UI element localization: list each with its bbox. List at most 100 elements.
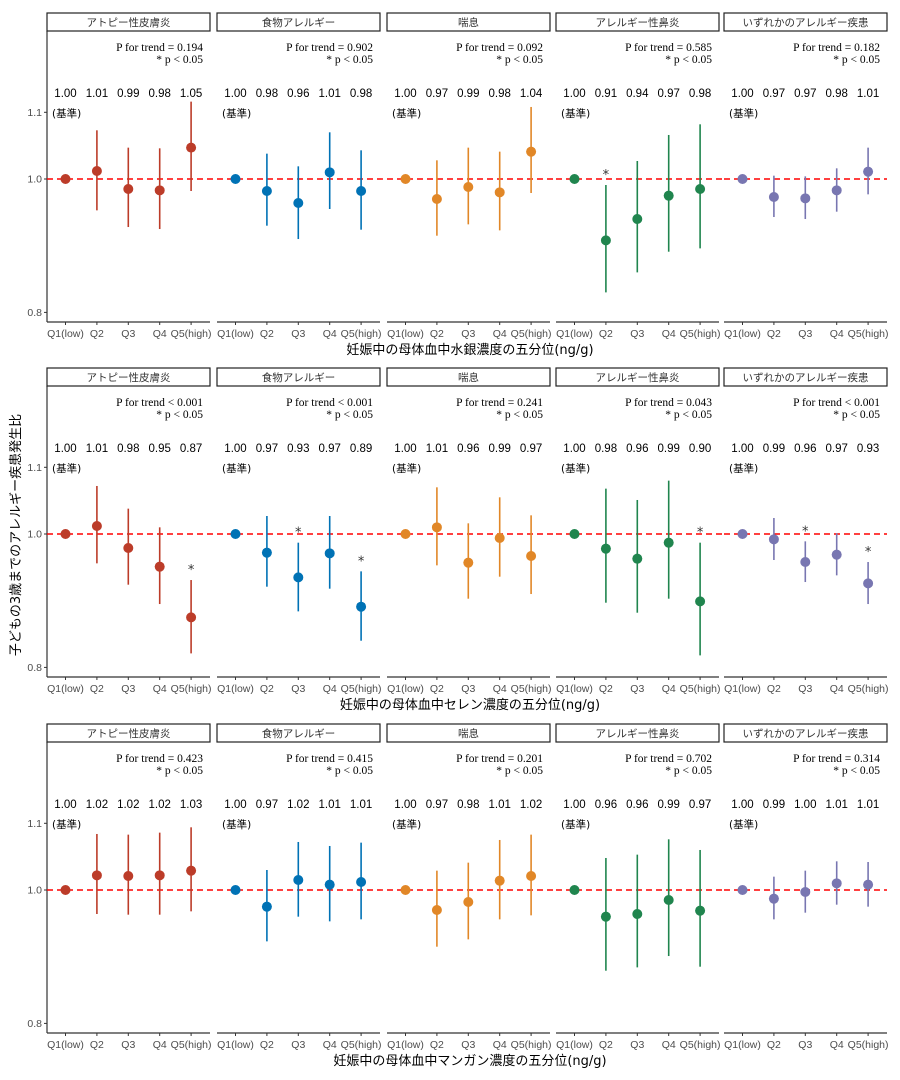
panel-2-5: いずれかのアレルギー疾患 P for trend < 0.001* p < 0.0… [723, 367, 889, 695]
x-tick-label: Q2 [260, 683, 274, 695]
estimate-point [800, 557, 811, 568]
x-tick-label: Q4 [323, 683, 337, 695]
x-tick-label: Q5(high) [848, 328, 889, 340]
x-tick-label: Q1(low) [724, 328, 761, 340]
x-tick-label: Q4 [662, 683, 676, 695]
x-tick-label: Q5(high) [341, 328, 382, 340]
estimate-point [123, 870, 134, 881]
x-tick-label: Q1(low) [387, 328, 424, 340]
estimate-label: 1.00 [731, 799, 753, 811]
estimate-label: 1.00 [224, 88, 246, 100]
x-tick-label: Q1(low) [556, 1039, 593, 1051]
estimate-point [494, 533, 505, 544]
facet-strip [555, 12, 720, 32]
significance-note: * p < 0.05 [156, 409, 203, 421]
facet-strip [216, 12, 381, 32]
estimate-label: 0.98 [350, 88, 372, 100]
x-tick-label: Q4 [662, 328, 676, 340]
estimate-point [91, 870, 102, 881]
estimate-label: 1.01 [857, 799, 879, 811]
panel-1-5: いずれかのアレルギー疾患 P for trend = 0.182* p < 0.0… [723, 12, 889, 340]
x-tick-label: Q5(high) [680, 1039, 721, 1051]
facet-strip-label: アレルギー性鼻炎 [596, 16, 680, 29]
p-trend-label: P for trend = 0.415 [286, 753, 373, 765]
estimate-label: 1.01 [489, 799, 511, 811]
estimate-label: 0.98 [256, 88, 278, 100]
x-tick-label: Q2 [430, 328, 444, 340]
estimate-point [695, 596, 706, 607]
estimate-point [800, 193, 811, 204]
x-tick-label: Q2 [599, 1039, 613, 1051]
x-tick-label: Q2 [260, 328, 274, 340]
estimate-label: 0.96 [595, 799, 617, 811]
estimate-point [800, 887, 811, 898]
estimate-point [494, 187, 505, 198]
x-tick-label: Q1(low) [387, 1039, 424, 1051]
reference-label: (基準) [222, 818, 251, 831]
panel-3-2: 食物アレルギー P for trend = 0.415* p < 0.05 (基準)… [216, 723, 387, 1051]
reference-label: (基準) [52, 818, 81, 831]
x-tick-label: Q2 [90, 328, 104, 340]
x-tick-label: Q1(low) [556, 328, 593, 340]
estimate-label: 0.96 [626, 443, 648, 455]
x-tick-label: Q2 [90, 1039, 104, 1051]
reference-label: (基準) [561, 107, 590, 120]
x-tick-label: Q2 [767, 683, 781, 695]
reference-label: (基準) [561, 818, 590, 831]
x-tick-label: Q3 [798, 683, 812, 695]
significance-note: * p < 0.05 [833, 54, 880, 66]
estimate-point [737, 174, 748, 184]
estimate-label: 0.98 [826, 88, 848, 100]
estimate-point [768, 893, 779, 904]
panel-3-3: 喘息 P for trend = 0.201* p < 0.05 (基準) Q1(lo… [386, 723, 556, 1051]
x-tick-label: Q5(high) [171, 328, 212, 340]
x-tick-label: Q5(high) [341, 1039, 382, 1051]
reference-label: (基準) [52, 107, 81, 120]
estimate-point [863, 879, 874, 890]
panel-1-2: 食物アレルギー P for trend = 0.902* p < 0.05 (基準)… [216, 12, 387, 340]
facet-strip [555, 367, 720, 387]
estimate-point [632, 909, 643, 920]
estimate-label: 0.89 [350, 443, 372, 455]
x-tick-label: Q3 [291, 328, 305, 340]
panel-2-1: アトピー性皮膚炎 P for trend < 0.001* p < 0.05 (基準… [46, 367, 217, 695]
estimate-point [831, 549, 842, 560]
estimate-label: 1.00 [731, 443, 753, 455]
estimate-label: 0.97 [658, 88, 680, 100]
y-tick-label: 1.1 [27, 818, 42, 830]
significance-star: * [358, 554, 365, 569]
x-tick-label: Q2 [599, 328, 613, 340]
significance-note: * p < 0.05 [665, 409, 712, 421]
estimate-point [600, 235, 611, 246]
facet-strip-label: アレルギー性鼻炎 [596, 371, 680, 384]
estimate-label: 0.98 [117, 443, 139, 455]
estimate-label: 0.91 [595, 88, 617, 100]
x-tick-label: Q1(low) [724, 1039, 761, 1051]
estimate-label: 0.99 [457, 88, 479, 100]
significance-note: * p < 0.05 [496, 54, 543, 66]
p-trend-label: P for trend < 0.001 [793, 397, 880, 409]
estimate-label: 0.97 [520, 443, 542, 455]
reference-label: (基準) [222, 462, 251, 475]
significance-star: * [603, 168, 610, 183]
facet-strip [386, 12, 551, 32]
estimate-label: 1.00 [563, 88, 585, 100]
estimate-point [91, 165, 102, 176]
estimate-point [831, 185, 842, 196]
estimate-label: 0.93 [287, 443, 309, 455]
estimate-point [569, 885, 580, 895]
estimate-label: 1.00 [54, 443, 76, 455]
estimate-label: 0.99 [489, 443, 511, 455]
estimate-label: 0.96 [457, 443, 479, 455]
estimate-point [831, 878, 842, 889]
significance-note: * p < 0.05 [326, 765, 373, 777]
x-tick-label: Q4 [830, 683, 844, 695]
estimate-point [356, 601, 367, 612]
estimate-point [663, 190, 674, 201]
estimate-point [154, 185, 165, 196]
x-axis-title: 妊娠中の母体血中マンガン濃度の五分位(ng/g) [333, 1053, 606, 1069]
estimate-point [123, 543, 134, 554]
estimate-label: 1.01 [857, 88, 879, 100]
estimate-label: 1.01 [350, 799, 372, 811]
estimate-point [60, 885, 71, 895]
